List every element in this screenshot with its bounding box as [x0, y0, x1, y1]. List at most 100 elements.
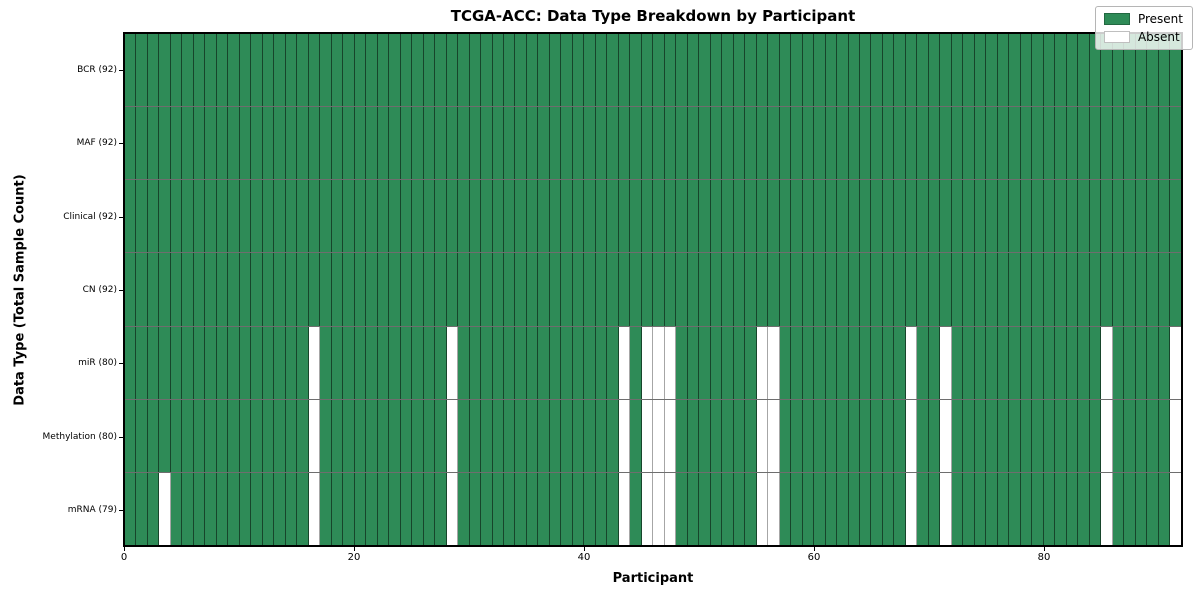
- cell: [182, 399, 194, 472]
- cell: [481, 472, 493, 545]
- cell: [125, 34, 137, 107]
- cell: [951, 180, 964, 253]
- cell: [1020, 472, 1033, 545]
- cell: [940, 34, 952, 107]
- cell: [125, 180, 137, 253]
- cell: [1055, 107, 1067, 180]
- cell: [354, 326, 367, 399]
- cell: [722, 326, 734, 399]
- cell: [595, 180, 608, 253]
- cell: [182, 326, 194, 399]
- cell: [814, 253, 826, 326]
- cell: [159, 472, 171, 545]
- cell: [1135, 253, 1148, 326]
- cell: [308, 472, 321, 545]
- cell: [699, 253, 711, 326]
- cell: [377, 253, 390, 326]
- cell: [928, 326, 941, 399]
- cell: [228, 253, 240, 326]
- cell: [733, 180, 746, 253]
- cell: [170, 253, 183, 326]
- cell: [986, 326, 998, 399]
- cell: [917, 399, 929, 472]
- cell: [745, 253, 757, 326]
- cell: [1124, 399, 1136, 472]
- cell: [423, 107, 436, 180]
- cell: [584, 399, 596, 472]
- cell: [549, 253, 562, 326]
- cell: [894, 472, 906, 545]
- y-tick-label-cn: CN (92): [82, 285, 117, 295]
- cell: [791, 253, 803, 326]
- cell: [802, 180, 815, 253]
- cell: [320, 253, 332, 326]
- cell: [687, 34, 700, 107]
- cell: [1032, 253, 1044, 326]
- cell: [469, 472, 482, 545]
- cell: [653, 180, 665, 253]
- cell: [262, 399, 275, 472]
- cell: [618, 472, 631, 545]
- heatmap-row-clinical: [125, 179, 1181, 253]
- cell: [974, 180, 987, 253]
- cell: [538, 107, 550, 180]
- x-tick-mark: [583, 547, 585, 551]
- cell: [1158, 253, 1171, 326]
- cell: [492, 326, 504, 399]
- cell: [1170, 107, 1181, 180]
- cell: [584, 180, 596, 253]
- cell: [503, 107, 516, 180]
- cell: [848, 472, 860, 545]
- cell: [986, 399, 998, 472]
- cell: [228, 180, 240, 253]
- x-tick-label: 80: [1037, 552, 1051, 563]
- cell: [435, 399, 447, 472]
- cell: [676, 180, 688, 253]
- cell: [503, 326, 516, 399]
- x-axis-label: Participant: [612, 571, 694, 586]
- y-tick-mark: [119, 510, 123, 512]
- cell: [458, 326, 470, 399]
- heatmap-row-bcr: [125, 34, 1181, 107]
- cell: [400, 253, 413, 326]
- cell: [871, 253, 883, 326]
- cell: [1147, 180, 1159, 253]
- cell: [262, 472, 275, 545]
- cell: [837, 180, 849, 253]
- cell: [894, 107, 906, 180]
- cell: [1020, 253, 1033, 326]
- cell: [1147, 472, 1159, 545]
- cell: [389, 34, 401, 107]
- cell: [251, 180, 263, 253]
- cell: [607, 180, 619, 253]
- cell: [446, 399, 459, 472]
- cell: [882, 180, 895, 253]
- cell: [274, 472, 286, 545]
- cell: [503, 253, 516, 326]
- x-tick-mark: [353, 547, 355, 551]
- cell: [584, 34, 596, 107]
- cell: [1101, 253, 1113, 326]
- cell: [446, 253, 459, 326]
- cell: [825, 180, 838, 253]
- cell: [481, 326, 493, 399]
- cell: [503, 180, 516, 253]
- cell: [687, 399, 700, 472]
- cell: [136, 472, 148, 545]
- cell: [802, 253, 815, 326]
- legend-item-present: Present: [1103, 13, 1183, 25]
- cell: [1020, 180, 1033, 253]
- cell: [1089, 107, 1102, 180]
- cell: [745, 399, 757, 472]
- cell: [377, 472, 390, 545]
- cell: [251, 472, 263, 545]
- cell: [1112, 399, 1125, 472]
- cell: [193, 34, 206, 107]
- cell: [595, 472, 608, 545]
- cell: [423, 326, 436, 399]
- cell: [216, 107, 229, 180]
- cell: [366, 180, 378, 253]
- cell: [435, 34, 447, 107]
- x-tick-label: 40: [577, 552, 591, 563]
- cell: [641, 326, 654, 399]
